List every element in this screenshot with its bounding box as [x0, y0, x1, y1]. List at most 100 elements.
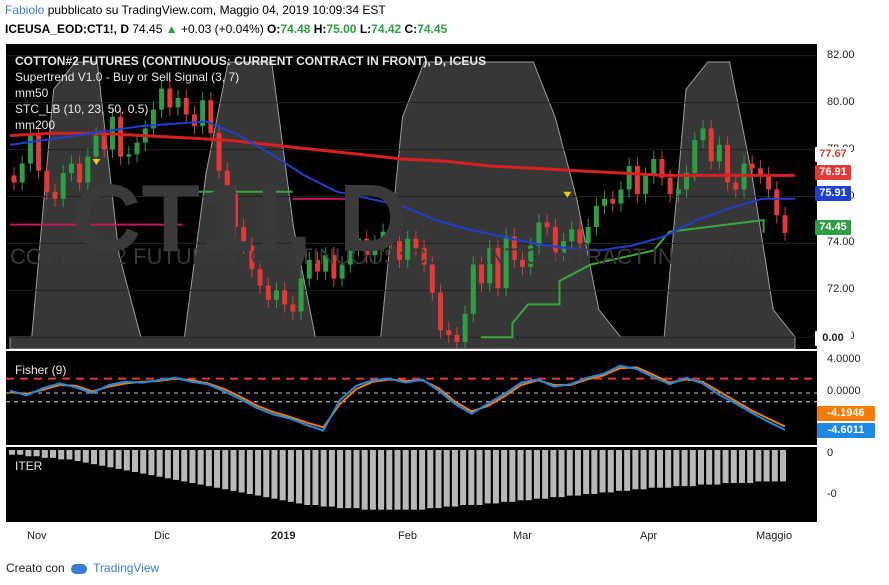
symbol-watermark: CT1!, D	[72, 165, 408, 272]
candle	[659, 158, 665, 178]
price-tick-label: 74.00	[827, 236, 855, 249]
candle	[331, 255, 337, 279]
fisher-panel[interactable]: Fisher (9)	[6, 351, 817, 445]
candle	[585, 227, 591, 244]
iter-bar	[181, 450, 188, 482]
mm200-legend[interactable]: mm200	[15, 118, 56, 132]
iter-bar	[33, 450, 40, 457]
candle	[684, 173, 690, 190]
fisher-tick-label: 0.0000	[827, 385, 861, 397]
candle	[520, 259, 526, 267]
time-tick-label: Mar	[513, 530, 532, 542]
price-tick-label: 72.00	[827, 283, 855, 296]
price-tick-label: 82.00	[827, 48, 855, 61]
candle	[643, 175, 649, 195]
candle	[11, 175, 17, 183]
iter-bar	[214, 450, 221, 488]
iter-bar	[730, 450, 737, 483]
iter-bar	[599, 450, 606, 493]
time-tick-label: Dic	[154, 530, 170, 542]
iter-bar	[58, 450, 65, 460]
candle	[372, 243, 378, 256]
iter-bar	[566, 450, 573, 496]
candle	[380, 231, 386, 244]
chart-title[interactable]: COTTON#2 FUTURES (CONTINUOUS: CURRENT CO…	[15, 54, 487, 68]
candle	[470, 264, 476, 314]
candle	[552, 227, 558, 253]
price-tag: 74.45	[815, 220, 851, 235]
iter-bar	[738, 450, 745, 483]
high-label: H:	[313, 22, 327, 36]
price-scale[interactable]: 82.0080.0078.0076.0074.0072.0070.004.000…	[817, 44, 889, 522]
candle	[766, 175, 772, 190]
candle	[118, 116, 124, 157]
candle	[183, 97, 189, 115]
iter-bar	[50, 450, 57, 458]
candle	[68, 163, 74, 174]
candle	[36, 135, 42, 171]
candle	[241, 227, 247, 246]
fisher-tag: -4.1946	[817, 406, 875, 421]
mm50-legend[interactable]: mm50	[15, 86, 49, 100]
publish-line: Fabiolo pubblicato su TradingView.com, M…	[5, 3, 386, 17]
price-tag: 76.91	[815, 165, 851, 180]
iter-bar	[419, 450, 426, 510]
candle	[224, 170, 230, 195]
candle	[577, 229, 583, 244]
candle	[634, 166, 640, 195]
iter-bar	[681, 450, 688, 487]
candle	[782, 215, 788, 233]
iter-bar	[615, 450, 622, 491]
iter-bar	[361, 450, 368, 510]
iter-bar	[115, 450, 122, 469]
price-panel[interactable]: CT1!, D COTTON#2 FUTURES (CONTINUOUS: CU…	[6, 44, 817, 349]
fisher-tag: -4.6011	[817, 423, 875, 438]
supertrend-legend[interactable]: Supertrend V1.0 - Buy or Sell Signal (3,…	[15, 70, 240, 84]
iter-bar	[673, 450, 680, 487]
iter-bar	[706, 450, 713, 485]
candle	[232, 194, 238, 227]
iter-panel[interactable]: ITER	[6, 447, 817, 522]
time-tick-label: 2019	[271, 530, 296, 542]
iter-chart	[9, 450, 786, 510]
iter-bar	[353, 450, 360, 509]
high-value: 75.00	[326, 22, 357, 36]
iter-bar	[123, 450, 130, 471]
iter-bar	[189, 450, 196, 483]
iter-bar	[271, 450, 278, 499]
iter-bar	[607, 450, 614, 493]
candle	[618, 189, 624, 204]
iter-legend[interactable]: ITER	[15, 459, 43, 473]
time-tick-label: Apr	[640, 530, 658, 542]
up-arrow-icon: ▲	[165, 22, 178, 36]
candle	[27, 135, 33, 164]
fisher-legend[interactable]: Fisher (9)	[15, 363, 67, 377]
iter-bar	[230, 450, 237, 491]
candle	[454, 334, 460, 342]
footer-brand[interactable]: TradingView	[93, 561, 160, 575]
author-name[interactable]: Fabiolo	[5, 3, 45, 17]
iter-bar	[9, 450, 15, 455]
candle	[126, 154, 132, 157]
iter-bar	[197, 450, 204, 485]
stc-legend[interactable]: STC_LB (10, 23, 50, 0.5)	[15, 102, 149, 116]
candle	[265, 285, 271, 300]
iter-bar	[460, 450, 467, 505]
candle	[536, 222, 542, 246]
candle	[355, 238, 361, 249]
iter-bar	[378, 450, 385, 510]
price-tick-label: 80.00	[827, 95, 855, 108]
candle	[167, 88, 173, 108]
candle	[290, 304, 296, 312]
candle	[159, 88, 165, 110]
candle	[77, 163, 83, 183]
publish-info: pubblicato su TradingView.com, Maggio 04…	[47, 3, 386, 17]
candle	[388, 231, 394, 242]
iter-bar	[697, 450, 704, 485]
iter-bar	[714, 450, 721, 485]
price-tag: 75.91	[815, 186, 851, 201]
iter-bar	[492, 450, 499, 504]
iter-bar	[345, 450, 352, 509]
candle	[314, 259, 320, 272]
iter-bar	[148, 450, 155, 476]
